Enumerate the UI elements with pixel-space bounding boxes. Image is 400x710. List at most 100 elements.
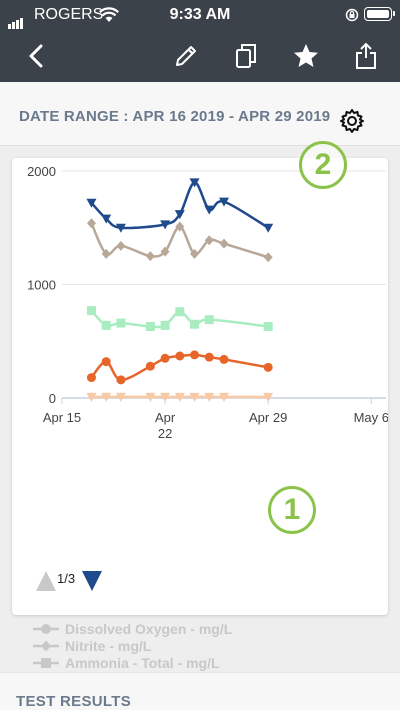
wifi-icon (99, 7, 119, 22)
share-icon (356, 42, 376, 69)
data-point-nitrate-mg-l (86, 392, 97, 402)
data-point-nitrite-mg-l (190, 248, 200, 259)
data-point-qg21w-datp-ng-ml (219, 354, 229, 364)
chart-card: 0 1000 2000 Apr 15 Apr 22 Apr 29 May 6 Dissolve… (12, 158, 388, 710)
legend-marker-icon (33, 657, 59, 668)
data-point-nitrite-mg-l (160, 246, 170, 257)
data-point-nitrite-mg-l (116, 240, 126, 251)
signal-icon (8, 11, 24, 29)
x-tick-label: May 6 (354, 410, 388, 425)
data-point-qg21w-tatp-ng-ml (263, 223, 274, 233)
callout-badge-1: 1 (268, 486, 316, 534)
data-point-qg21w-datp-ng-ml (116, 375, 126, 385)
data-point-nitrite-mg-l (204, 235, 214, 246)
data-point-ammonia-total-mg-l (116, 318, 126, 328)
series-line-qg21w-datp-ng-ml (90, 353, 269, 382)
y-tick-label: 2000 (27, 164, 56, 179)
data-point-nitrite-mg-l (175, 221, 185, 232)
data-point-ammonia-total-mg-l (204, 315, 214, 325)
data-point-qg21w-datp-ng-ml (204, 352, 214, 362)
data-point-qg21w-datp-ng-ml (190, 350, 200, 360)
callout-badge-2: 2 (299, 141, 347, 189)
x-tick-label: Apr (155, 410, 176, 425)
legend-next-icon[interactable] (81, 570, 103, 592)
data-point-nitrite-mg-l (86, 218, 96, 229)
legend-page-indicator: 1/3 (57, 571, 76, 586)
carrier-label: ROGERS (34, 6, 104, 23)
gear-icon (340, 109, 364, 133)
status-time: 9:33 AM (169, 6, 231, 23)
star-icon (294, 44, 318, 67)
legend-item[interactable]: Nitrite - mg/L (32, 637, 282, 654)
back-icon (29, 44, 43, 68)
edit-button[interactable] (168, 38, 204, 74)
data-point-nitrate-mg-l (160, 392, 171, 402)
data-point-qg21w-datp-ng-ml (145, 361, 155, 371)
data-point-qg21w-datp-ng-ml (86, 373, 96, 383)
legend-label: Nitrite - mg/L (65, 637, 152, 654)
data-point-nitrate-mg-l (145, 392, 156, 402)
battery-icon (364, 7, 395, 21)
status-bar: ROGERS 9:33 AM (0, 0, 400, 30)
x-tick-label: 22 (158, 426, 172, 441)
data-point-qg21w-tatp-ng-ml (174, 210, 185, 220)
settings-button[interactable] (336, 105, 368, 137)
data-point-nitrate-mg-l (174, 392, 185, 402)
copy-button[interactable] (228, 38, 264, 74)
data-point-qg21w-tatp-ng-ml (160, 220, 171, 230)
edit-icon (176, 46, 196, 66)
data-point-ammonia-total-mg-l (145, 321, 155, 331)
data-point-nitrite-mg-l (219, 238, 229, 249)
x-tick-label: Apr 29 (249, 410, 287, 425)
y-tick-label: 0 (49, 391, 56, 406)
data-point-ammonia-total-mg-l (101, 320, 111, 330)
data-point-qg21w-tatp-ng-ml (204, 205, 215, 215)
data-point-nitrate-mg-l (101, 392, 112, 402)
data-point-nitrite-mg-l (101, 248, 111, 259)
data-point-nitrate-mg-l (263, 392, 274, 402)
data-point-ammonia-total-mg-l (160, 320, 170, 330)
data-point-ammonia-total-mg-l (263, 321, 273, 331)
favorite-button[interactable] (288, 38, 324, 74)
data-point-nitrate-mg-l (204, 392, 215, 402)
data-point-nitrate-mg-l (115, 392, 126, 402)
back-button[interactable] (18, 38, 54, 74)
data-point-qg21w-datp-ng-ml (263, 362, 273, 372)
legend-item[interactable]: Ammonia - Total - mg/L (32, 654, 282, 671)
data-point-ammonia-total-mg-l (175, 307, 185, 317)
legend-item[interactable]: Dissolved Oxygen - mg/L (32, 620, 282, 637)
legend-marker-icon (33, 640, 59, 651)
data-point-qg21w-tatp-ng-ml (189, 178, 200, 188)
legend-label: Ammonia - Total - mg/L (65, 654, 220, 671)
series-line-nitrite-mg-l (90, 222, 269, 259)
test-results-title: TEST RESULTS (16, 693, 131, 710)
legend-prev-icon[interactable] (35, 570, 57, 592)
legend-label: Dissolved Oxygen - mg/L (65, 620, 233, 637)
series-line-qg21w-tatp-ng-ml (90, 181, 269, 230)
share-button[interactable] (348, 38, 384, 74)
copy-icon (236, 44, 256, 68)
rotation-lock-icon (345, 8, 359, 22)
data-point-nitrite-mg-l (145, 251, 155, 262)
data-point-qg21w-tatp-ng-ml (86, 198, 97, 208)
data-point-qg21w-tatp-ng-ml (219, 197, 229, 207)
data-point-qg21w-datp-ng-ml (160, 353, 170, 363)
date-range-label: DATE RANGE : APR 16 2019 - APR 29 2019 (19, 108, 331, 125)
x-tick-label: Apr 15 (43, 410, 81, 425)
data-point-nitrate-mg-l (189, 392, 200, 402)
data-point-ammonia-total-mg-l (190, 319, 200, 329)
legend-marker-icon (33, 623, 59, 634)
date-range-bar: DATE RANGE : APR 16 2019 - APR 29 2019 (0, 82, 400, 146)
data-point-nitrite-mg-l (263, 252, 273, 263)
data-point-ammonia-total-mg-l (86, 306, 96, 316)
data-point-qg21w-datp-ng-ml (175, 351, 185, 361)
data-point-qg21w-tatp-ng-ml (101, 214, 112, 224)
y-tick-label: 1000 (27, 278, 56, 293)
data-point-qg21w-tatp-ng-ml (115, 223, 126, 233)
toolbar (0, 30, 400, 82)
test-results-bar: TEST RESULTS (0, 672, 400, 710)
data-point-nitrate-mg-l (219, 392, 229, 402)
legend-pager: 1/3 (35, 568, 115, 596)
data-point-qg21w-datp-ng-ml (101, 357, 111, 367)
